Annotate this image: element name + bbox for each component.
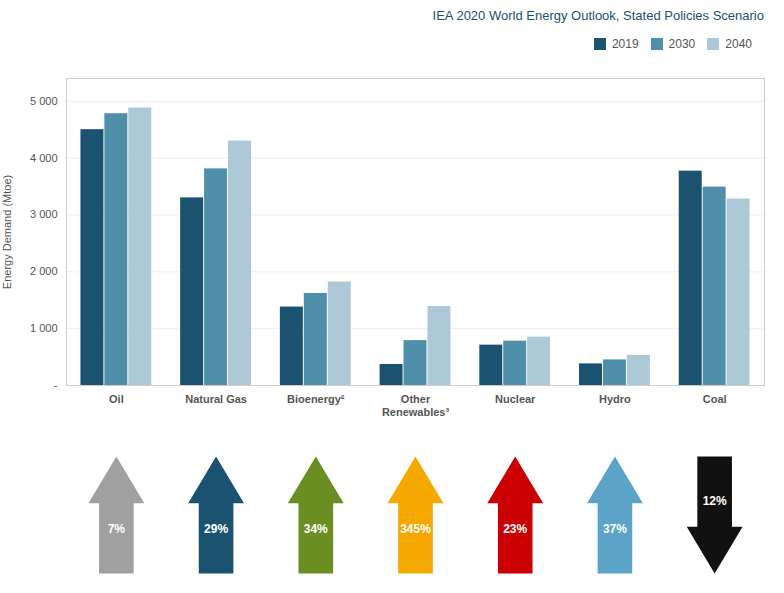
svg-text:2 000: 2 000 (30, 265, 58, 277)
svg-text:4 000: 4 000 (30, 152, 58, 164)
svg-text:Nuclear: Nuclear (495, 393, 536, 405)
html-text:2040: 2040 (725, 36, 752, 51)
svg-text:34%: 34% (304, 522, 328, 536)
html-text:2030: 2030 (668, 36, 696, 51)
svg-text:12%: 12% (703, 494, 727, 508)
svg-text:1 000: 1 000 (30, 322, 58, 334)
svg-text:5 000: 5 000 (30, 95, 58, 107)
svg-text:7%: 7% (108, 522, 126, 536)
svg-text:-: - (54, 379, 58, 391)
svg-text:Oil: Oil (109, 393, 124, 405)
svg-text:Coal: Coal (703, 393, 727, 405)
svg-text:345%: 345% (400, 522, 431, 536)
svg-text:Hydro: Hydro (599, 393, 631, 405)
svg-text:3 000: 3 000 (30, 208, 58, 220)
svg-text:Energy Demand (Mtoe): Energy Demand (Mtoe) (1, 175, 13, 289)
svg-text:37%: 37% (603, 522, 627, 536)
html-text:IEA 2020 World Energy Outlook,: IEA 2020 World Energy Outlook, Stated Po… (432, 8, 764, 23)
html-text:2019: 2019 (611, 36, 639, 51)
svg-text:Natural Gas: Natural Gas (185, 393, 247, 405)
svg-text:OtherRenewables³: OtherRenewables³ (382, 393, 450, 418)
svg-text:23%: 23% (503, 522, 527, 536)
svg-text:29%: 29% (204, 522, 228, 536)
svg-text:Bioenergy²: Bioenergy² (287, 393, 345, 405)
